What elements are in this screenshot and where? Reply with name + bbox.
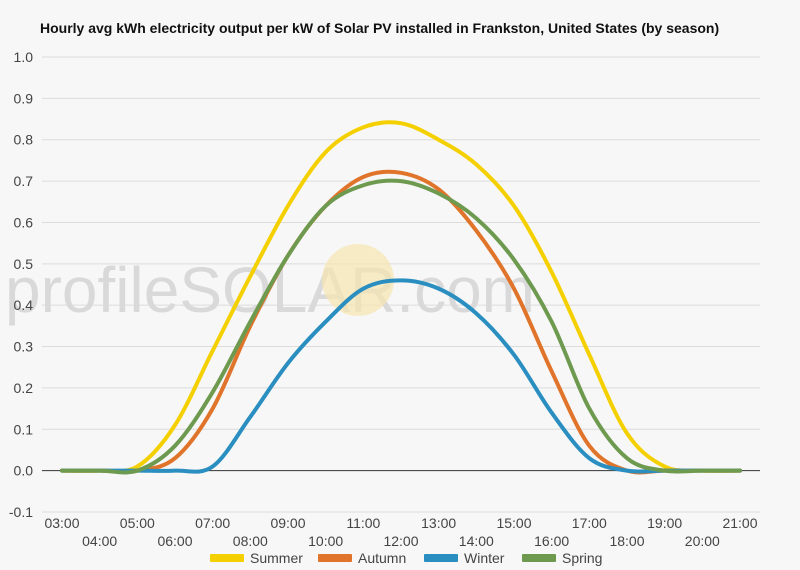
series-line-spring <box>60 178 742 475</box>
legend-label: Spring <box>562 550 602 566</box>
y-tick-label: 0.3 <box>14 339 34 355</box>
x-tick-label: 11:00 <box>346 515 380 531</box>
y-tick-label: 0.6 <box>14 214 34 230</box>
x-tick-label: 17:00 <box>572 515 607 531</box>
x-tick-label: 10:00 <box>308 533 343 549</box>
legend-label: Winter <box>464 550 505 566</box>
x-tick-label: 04:00 <box>82 533 117 549</box>
x-tick-label: 09:00 <box>270 515 305 531</box>
x-tick-label: 18:00 <box>609 533 644 549</box>
y-tick-label: 0.4 <box>14 297 34 313</box>
legend: Summer Autumn Winter Spring <box>210 550 602 566</box>
y-tick-label: 0.0 <box>14 463 34 479</box>
series-lines <box>60 120 742 475</box>
x-tick-label: 16:00 <box>534 533 569 549</box>
legend-item-winter: Winter <box>424 550 505 566</box>
y-tick-label: 0.5 <box>14 256 34 272</box>
legend-label: Autumn <box>358 550 406 566</box>
legend-swatch <box>424 554 458 562</box>
x-tick-label: 07:00 <box>195 515 230 531</box>
x-tick-label: 20:00 <box>685 533 720 549</box>
y-tick-label: 0.2 <box>14 380 34 396</box>
legend-label: Summer <box>250 550 303 566</box>
series-line-winter <box>60 278 742 474</box>
y-tick-label: 0.1 <box>14 421 34 437</box>
chart-title: Hourly avg kWh electricity output per kW… <box>40 20 719 36</box>
y-tick-label: -0.1 <box>9 504 33 520</box>
watermark-sun-icon <box>322 244 394 316</box>
x-tick-label: 13:00 <box>421 515 456 531</box>
legend-item-autumn: Autumn <box>318 550 406 566</box>
legend-item-spring: Spring <box>522 550 602 566</box>
x-tick-label: 19:00 <box>647 515 682 531</box>
y-axis-ticks: 1.0 0.9 0.8 0.7 0.6 0.5 0.4 0.3 0.2 0.1 0.0 -0.1 <box>9 49 33 520</box>
legend-item-summer: Summer <box>210 550 303 566</box>
y-tick-label: 1.0 <box>14 49 34 65</box>
x-tick-label: 15:00 <box>496 515 531 531</box>
series-line-summer <box>60 120 742 474</box>
x-tick-label: 05:00 <box>120 515 155 531</box>
y-tick-label: 0.7 <box>14 173 34 189</box>
x-tick-label: 08:00 <box>233 533 268 549</box>
x-tick-label: 12:00 <box>383 533 418 549</box>
x-tick-label: 06:00 <box>157 533 192 549</box>
legend-swatch <box>318 554 352 562</box>
y-tick-label: 0.8 <box>14 132 34 148</box>
x-tick-label: 14:00 <box>459 533 494 549</box>
legend-swatch <box>522 554 556 562</box>
x-tick-label: 03:00 <box>44 515 79 531</box>
x-axis-ticks: 03:0004:0005:0006:0007:0008:0009:0010:00… <box>44 515 757 549</box>
x-tick-label: 21:00 <box>722 515 757 531</box>
y-tick-label: 0.9 <box>14 90 34 106</box>
legend-swatch <box>210 554 244 562</box>
